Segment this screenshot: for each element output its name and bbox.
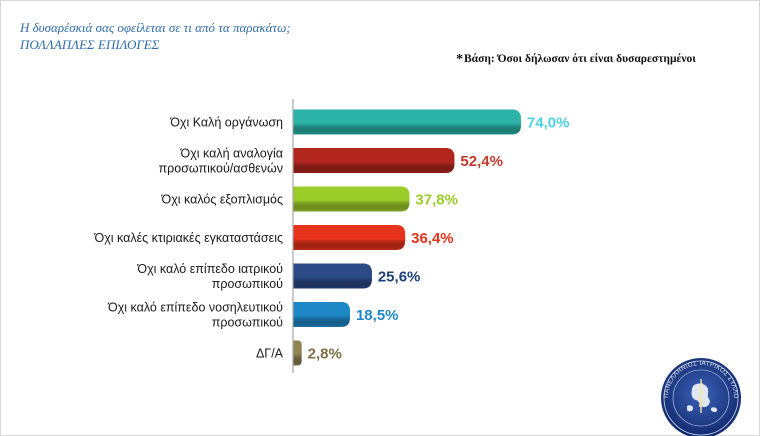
base-note-text: Βάση: Όσοι δήλωσαν ότι είναι δυσαρεστημέ… <box>464 53 696 65</box>
bar-shading <box>293 340 302 366</box>
bar-shading <box>293 109 521 135</box>
data-label: 52,4% <box>460 153 503 170</box>
category-label: Όχι καλό επίπεδο ιατρικού <box>136 262 283 276</box>
bar-shading <box>293 148 455 173</box>
data-label: 18,5% <box>356 307 399 324</box>
bar-shading <box>293 263 372 289</box>
data-label: 36,4% <box>411 230 454 247</box>
category-label: προσωπικού <box>212 316 283 330</box>
medical-association-seal-icon: ΠΑΝΕΛΛΗΝΙΟΣ ΙΑΤΡΙΚΟΣ ΣΥΛΛΟΓΟΣ <box>657 350 741 436</box>
asterisk-icon: * <box>456 52 463 67</box>
category-label: Όχι καλές κτιριακές εγκαταστάσεις <box>94 231 283 245</box>
category-label: προσωπικού <box>212 277 283 291</box>
data-label: 37,8% <box>415 192 458 209</box>
data-label: 2,8% <box>308 346 342 363</box>
data-label: 25,6% <box>378 269 421 286</box>
chart-question: Η δυσαρέσκιά σας οφείλεται σε τι από τα … <box>20 19 480 53</box>
question-text: Η δυσαρέσκιά σας οφείλεται σε τι από τα … <box>20 20 291 35</box>
category-label: Όχι καλή αναλογία <box>180 147 283 161</box>
data-label: 74,0% <box>527 115 570 132</box>
multiple-choice-note: ΠΟΛΛΑΠΛΕΣ ΕΠΙΛΟΓΕΣ <box>20 37 160 52</box>
bar-shading <box>293 302 350 327</box>
category-label: Όχι καλός εξοπλισμός <box>161 193 283 207</box>
category-label: προσωπικού/ασθενών <box>159 162 283 176</box>
category-label: ΔΓ/Α <box>256 347 284 361</box>
bar-shading <box>293 225 406 250</box>
category-label: Όχι Καλή οργάνωση <box>169 116 283 130</box>
base-note: *Βάση: Όσοι δήλωσαν ότι είναι δυσαρεστημ… <box>456 52 746 68</box>
category-label: Όχι καλό επίπεδο νοσηλευτικού <box>107 301 283 315</box>
bar-shading <box>293 186 410 212</box>
